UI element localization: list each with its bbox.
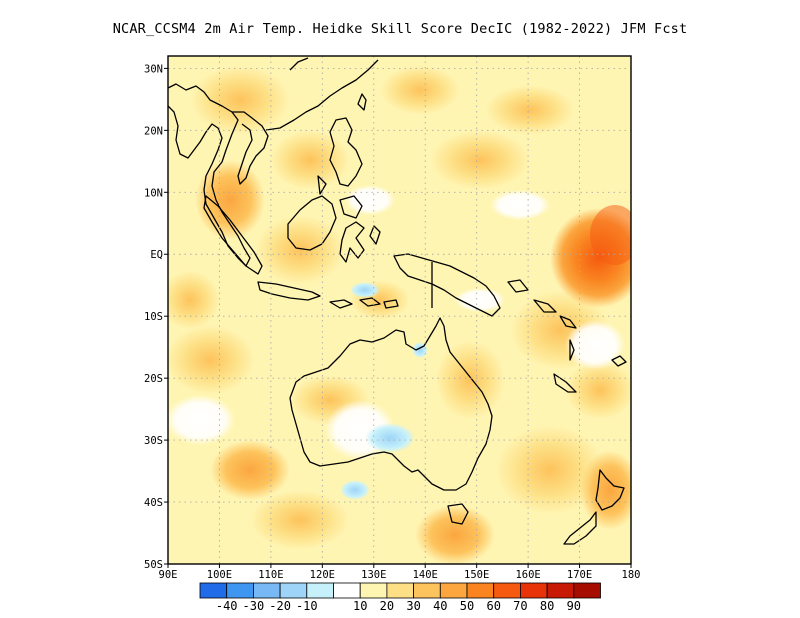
colorbar-label: 90: [567, 599, 581, 613]
colorbar-label: 40: [433, 599, 447, 613]
colorbar-swatch: [306, 582, 334, 599]
colorbar-swatch: [199, 582, 228, 599]
map-frame: [167, 55, 632, 565]
colorbar-label: 20: [380, 599, 394, 613]
colorbar-label: -30: [243, 599, 265, 613]
x-tick-label: 140E: [413, 569, 438, 581]
colorbar-label: 10: [353, 599, 367, 613]
y-tick-label: 30S: [144, 435, 163, 447]
colorbar-label: 30: [406, 599, 420, 613]
y-tick-label: 20S: [144, 373, 163, 385]
colorbar-label: -40: [216, 599, 238, 613]
colorbar-swatch: [413, 582, 441, 599]
x-tick-label: 180: [622, 569, 641, 581]
colorbar-swatch: [252, 582, 281, 599]
lat-lon-grid: [168, 56, 631, 564]
colorbar-swatch: [573, 582, 601, 599]
x-tick-label: 170E: [567, 569, 592, 581]
y-tick-label: 10S: [144, 311, 163, 323]
colorbar: -40 -30 -20 -10 10 20 30 40 50 60 70 80 90: [199, 582, 601, 613]
colorbar-swatch: [359, 582, 388, 599]
y-tick-label: 30N: [144, 63, 163, 75]
y-axis: 30N 20N 10N EQ 10S 20S 30S 40S 50S: [144, 63, 168, 571]
x-tick-label: 120E: [310, 569, 335, 581]
y-tick-label: 20N: [144, 125, 163, 137]
colorbar-swatch: [439, 582, 468, 599]
x-tick-label: 90E: [159, 569, 178, 581]
colorbar-label: 50: [460, 599, 474, 613]
colorbar-label: -20: [269, 599, 291, 613]
colorbar-label: 60: [486, 599, 500, 613]
colorbar-swatch: [226, 582, 254, 599]
x-axis: 90E 100E 110E 120E 130E 140E 150E 160E 170E 180: [159, 564, 641, 581]
x-tick-label: 150E: [464, 569, 489, 581]
colorbar-swatch: [279, 582, 308, 599]
colorbar-swatch: [493, 582, 521, 599]
colorbar-swatch: [466, 582, 495, 599]
colorbar-label: -10: [296, 599, 318, 613]
y-tick-label: EQ: [150, 249, 163, 261]
chart-title: NCAR_CCSM4 2m Air Temp. Heidke Skill Sco…: [112, 21, 688, 37]
colorbar-label: 70: [513, 599, 527, 613]
x-tick-label: 110E: [258, 569, 283, 581]
x-tick-label: 130E: [361, 569, 386, 581]
colorbar-swatch: [333, 582, 361, 599]
coastlines: [168, 57, 627, 545]
x-tick-label: 100E: [207, 569, 232, 581]
colorbar-swatch: [386, 582, 414, 599]
colorbar-label: 80: [540, 599, 554, 613]
colorbar-swatch: [546, 582, 575, 599]
x-tick-label: 160E: [515, 569, 540, 581]
coastline-australia: [289, 317, 493, 491]
y-tick-label: 50S: [144, 559, 163, 571]
y-tick-label: 10N: [144, 187, 163, 199]
y-tick-label: 40S: [144, 497, 163, 509]
colorbar-swatch: [520, 582, 548, 599]
